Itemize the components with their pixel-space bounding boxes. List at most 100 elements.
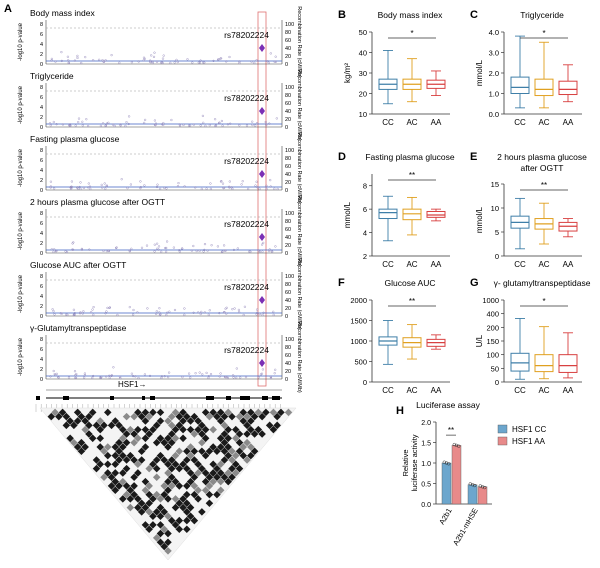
snp-point (197, 61, 200, 64)
ld-cell (145, 482, 153, 490)
snp-point (194, 186, 197, 189)
snp-point (160, 375, 163, 378)
gene-label: HSF1→ (118, 380, 146, 389)
snp-point (136, 311, 139, 314)
ld-cell (160, 438, 168, 447)
snp-point (156, 183, 159, 186)
ld-cell (66, 434, 74, 443)
snp-point (155, 185, 159, 189)
ld-cell (145, 508, 153, 516)
snp-point (87, 182, 90, 185)
snp-point (226, 376, 229, 380)
track-y2-tick: 20 (285, 306, 291, 312)
snp-point (255, 311, 259, 314)
ld-cell (175, 447, 184, 456)
ld-cell (122, 430, 131, 438)
snp-point (107, 249, 110, 253)
track-y2-tick: 0 (285, 188, 288, 194)
gene-exon-block (63, 396, 69, 400)
ld-cell (235, 412, 244, 421)
ld-cell (247, 417, 255, 425)
ld-cell (186, 451, 195, 460)
snp-point (78, 312, 82, 315)
x-tick-label: CC (382, 118, 394, 127)
ld-cell (152, 421, 161, 430)
snp-point (108, 374, 111, 377)
data-point (478, 484, 482, 488)
snp-point (74, 376, 78, 379)
x-tick-label: AC (406, 260, 417, 269)
ld-cell (269, 408, 278, 417)
ld-cell (220, 456, 229, 464)
snp-point (272, 313, 275, 316)
snp-point (198, 61, 201, 64)
ld-cell (213, 464, 221, 473)
ld-cell (243, 421, 251, 430)
ld-cell (250, 412, 259, 421)
ld-cell (85, 412, 93, 421)
ld-cell (243, 430, 251, 438)
y-tick-label: 5 (495, 228, 499, 237)
ld-cell (130, 456, 138, 464)
ld-cell (198, 464, 206, 473)
lead-snp-label: rs78202224 (224, 93, 269, 103)
y-tick-label: 3.0 (489, 49, 499, 58)
y-tick-label: 40 (359, 49, 367, 58)
snp-point (69, 124, 72, 127)
snp-point (265, 123, 268, 127)
x-tick-label: AA (431, 386, 442, 395)
ld-cell (130, 438, 138, 447)
ld-cell (190, 447, 199, 456)
ld-cell (209, 469, 217, 477)
snp-point (224, 249, 227, 252)
snp-point (88, 248, 91, 251)
ld-cell (205, 447, 214, 456)
snp-point (162, 54, 165, 57)
ld-cell (164, 460, 172, 469)
snp-point (67, 59, 70, 62)
ld-cell (254, 408, 263, 417)
y-tick-label: 15 (491, 180, 499, 189)
snp-point (251, 120, 254, 123)
ld-cell (186, 469, 195, 477)
panel-letter-a: A (4, 3, 12, 15)
ld-cell (152, 534, 161, 542)
ld-cell (156, 503, 165, 512)
x-tick-label: CC (382, 386, 394, 395)
ld-cell (190, 412, 199, 421)
ld-cell (216, 469, 225, 477)
snp-point (251, 123, 254, 127)
ld-cell (92, 464, 101, 473)
y-tick-label: 4 (363, 229, 367, 238)
snp-point (74, 124, 77, 127)
ld-cell (141, 503, 150, 512)
ld-cell (250, 430, 259, 438)
ld-cell (73, 443, 82, 451)
track-y2-tick: 60 (285, 227, 291, 233)
y-tick-label: 0 (363, 378, 367, 387)
ld-cell (137, 508, 146, 516)
track-y-axis-label: -log10 p-value (18, 337, 24, 376)
snp-point (238, 311, 241, 314)
ld-cell (168, 482, 176, 490)
ld-cell (168, 456, 176, 464)
track-y2-tick: 40 (285, 361, 291, 367)
track-y2-tick: 20 (285, 243, 291, 249)
snp-point (208, 124, 211, 127)
snp-point (158, 311, 161, 314)
snp-point (55, 123, 58, 126)
snp-point (54, 250, 58, 253)
snp-point (127, 122, 130, 126)
snp-point (221, 124, 224, 127)
snp-point (119, 124, 122, 127)
track-y2-tick: 100 (285, 22, 294, 28)
snp-point (52, 310, 55, 313)
snp-point (65, 250, 69, 254)
y-tick-label: 0 (495, 252, 499, 261)
snp-point (82, 186, 85, 189)
snp-point (153, 51, 156, 54)
ld-cell (179, 425, 187, 434)
snp-point (166, 240, 169, 243)
snp-point (188, 372, 191, 375)
